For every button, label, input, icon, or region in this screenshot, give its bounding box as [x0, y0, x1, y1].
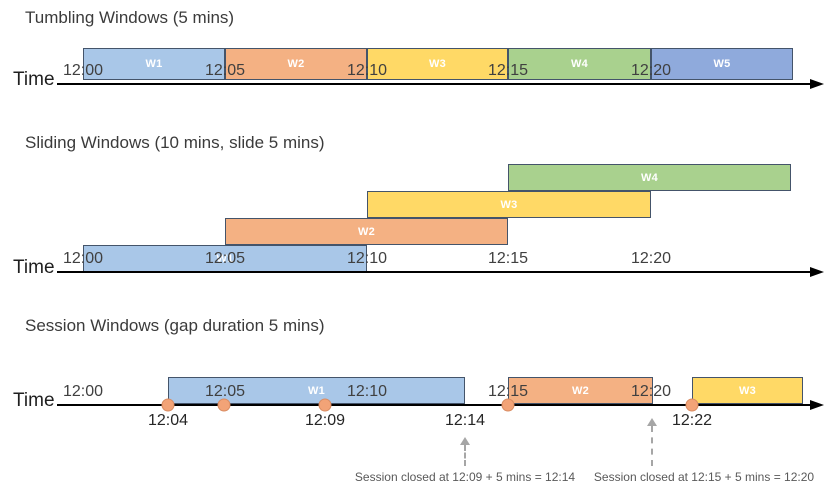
event-dot-icon [161, 398, 175, 412]
event-dot-icon [685, 398, 699, 412]
window-label: W4 [640, 171, 659, 184]
tick-label: 12:20 [630, 383, 672, 400]
event-dot-icon [318, 398, 332, 412]
window-w2: W2 [508, 377, 653, 404]
axis-arrowhead-icon [810, 79, 824, 89]
tick-label: 12:10 [346, 250, 388, 267]
time-axis-line [57, 83, 811, 85]
window-w1: W1 [168, 377, 465, 404]
callout-up-arrow-icon [647, 418, 657, 426]
tick-label: 12:00 [62, 250, 104, 267]
time-axis-label: Time [13, 390, 55, 411]
window-label: W3 [428, 58, 447, 70]
window-w4: W4 [508, 164, 791, 191]
window-label: W1 [216, 252, 234, 265]
tumbling-section-title: Tumbling Windows (5 mins) [25, 8, 235, 27]
window-label: W1 [307, 384, 326, 397]
window-w1: W1 [83, 245, 367, 272]
event-time-label: 12:22 [671, 412, 713, 429]
window-w1: W1 [83, 48, 225, 80]
callout-text: Session closed at 12:09 + 5 mins = 12:14 [354, 470, 576, 484]
time-axis-label: Time [13, 257, 55, 278]
window-w4: W4 [508, 48, 651, 80]
tick-label: 12:20 [630, 250, 672, 267]
tick-label: 12:15 [487, 250, 529, 267]
tick-label: 12:00 [62, 62, 104, 79]
window-label: W3 [738, 384, 757, 397]
session-close-time-label: 12:14 [444, 412, 486, 429]
sliding-section-title: Sliding Windows (10 mins, slide 5 mins) [25, 133, 325, 152]
callout-dashed-line [464, 445, 466, 466]
window-w3: W3 [692, 377, 803, 404]
session-section-title: Session Windows (gap duration 5 mins) [25, 316, 325, 335]
axis-arrowhead-icon [810, 400, 824, 410]
tick-label: 12:05 [204, 250, 246, 267]
axis-arrowhead-icon [810, 267, 824, 277]
tick-label: 12:00 [62, 383, 104, 400]
callout-up-arrow-icon [460, 437, 470, 445]
tick-label: 12:15 [487, 383, 529, 400]
window-label: W2 [571, 384, 590, 397]
window-w3: W3 [367, 191, 651, 218]
window-w3: W3 [367, 48, 508, 80]
event-time-label: 12:04 [147, 412, 189, 429]
window-label: W1 [145, 58, 163, 70]
window-w5: W5 [651, 48, 793, 80]
event-dot-icon [501, 398, 515, 412]
callout-text: Session closed at 12:15 + 5 mins = 12:20 [593, 470, 815, 484]
tick-label: 12:20 [630, 62, 672, 79]
tick-label: 12:15 [487, 62, 529, 79]
time-axis-label: Time [13, 69, 55, 90]
window-label: W4 [570, 58, 589, 70]
window-label: W5 [713, 58, 731, 70]
tick-label: 12:10 [346, 62, 388, 79]
window-w2: W2 [225, 48, 367, 80]
window-label: W3 [500, 198, 518, 211]
time-axis-line [57, 404, 811, 406]
tick-label: 12:05 [204, 383, 246, 400]
event-dot-icon [217, 398, 231, 412]
time-axis-line [57, 271, 811, 273]
event-time-label: 12:09 [304, 412, 346, 429]
tick-label: 12:05 [204, 62, 246, 79]
tick-label: 12:10 [346, 383, 388, 400]
window-label: W2 [287, 58, 305, 70]
window-label: W2 [357, 225, 376, 238]
callout-dashed-line [651, 426, 653, 466]
window-w2: W2 [225, 218, 508, 245]
